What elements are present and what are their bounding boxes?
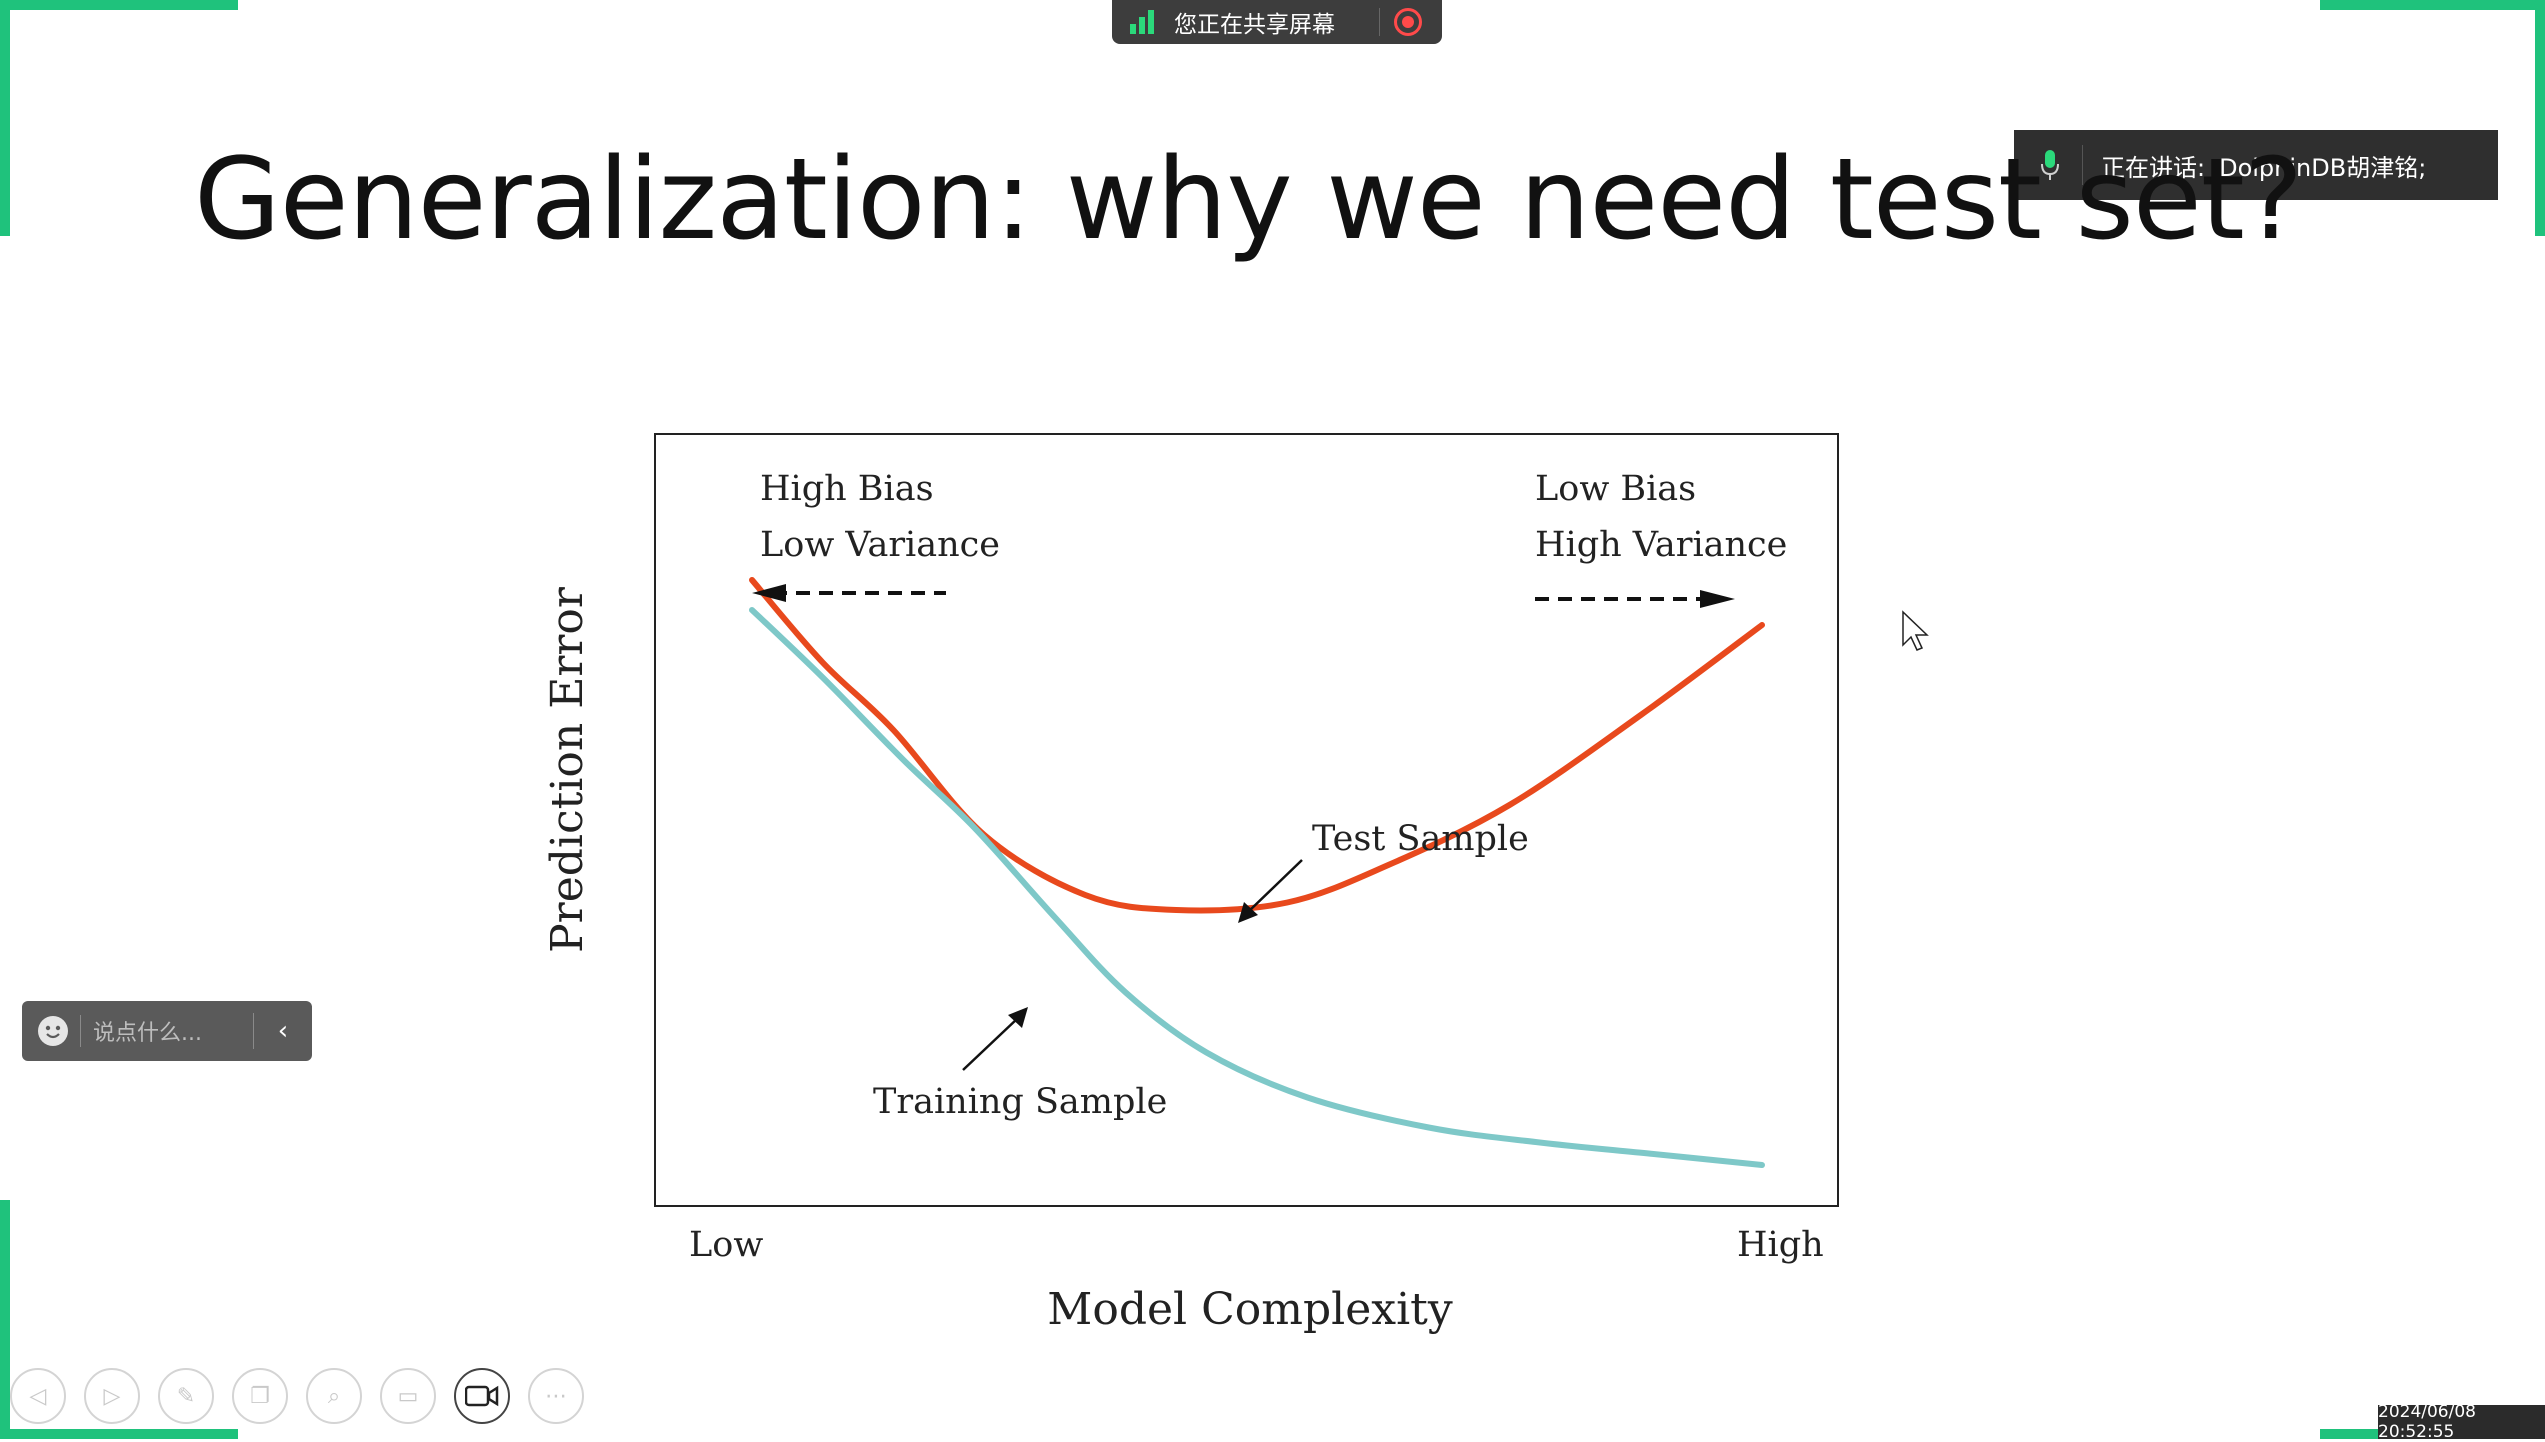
presentation-toolbar: ◁ ▷ ✎ ❐ ⌕ ▭ ⋯ xyxy=(10,1368,584,1424)
next-icon[interactable]: ▷ xyxy=(84,1368,140,1424)
test-pointer-arrow xyxy=(1247,859,1303,913)
speaking-divider xyxy=(2082,145,2083,185)
camera-icon[interactable] xyxy=(454,1368,510,1424)
right-arrowhead xyxy=(1700,590,1735,608)
corner-marker-top-left xyxy=(0,0,238,10)
more-icon[interactable]: ⋯ xyxy=(528,1368,584,1424)
left-arrowhead xyxy=(752,584,786,602)
microphone-icon xyxy=(2041,150,2059,180)
banner-divider xyxy=(1379,8,1380,36)
corner-marker-bottom-left-vertical xyxy=(0,1200,10,1439)
screen-share-banner[interactable]: 您正在共享屏幕 xyxy=(1112,0,1442,44)
share-status-text: 您正在共享屏幕 xyxy=(1174,12,1335,38)
annotation-low-variance: Low Variance xyxy=(760,525,1000,565)
corner-marker-bottom-left xyxy=(0,1429,238,1439)
corner-marker-top-right-vertical xyxy=(2535,0,2545,236)
test-sample-label: Test Sample xyxy=(1312,819,1529,859)
annotation-high-variance: High Variance xyxy=(1535,525,1787,565)
zoom-icon[interactable]: ⌕ xyxy=(306,1368,362,1424)
y-axis-label: Prediction Error xyxy=(542,586,593,953)
chat-placeholder[interactable]: 说点什么... xyxy=(93,1021,202,1046)
speaker-name: DolphinDB胡津铭; xyxy=(2219,153,2427,182)
stop-share-icon[interactable] xyxy=(1394,8,1422,36)
annotation-low-bias: Low Bias xyxy=(1535,469,1696,509)
test-pointer-head xyxy=(1238,902,1258,923)
timestamp: 2024/06/08 20:52:55 xyxy=(2378,1402,2545,1442)
slide-title: Generalization: why we need test set? xyxy=(194,135,2303,265)
x-axis-label: Model Complexity xyxy=(1047,1284,1453,1335)
training-pointer-arrow xyxy=(962,1017,1019,1071)
chart-series xyxy=(749,577,1765,1168)
emoji-icon[interactable] xyxy=(38,1016,68,1046)
prev-icon[interactable]: ◁ xyxy=(10,1368,66,1424)
corner-marker-top-right xyxy=(2320,0,2545,10)
corner-marker-top-left-vertical xyxy=(0,0,10,236)
collapse-chevron-icon[interactable]: ‹ xyxy=(277,1016,289,1046)
training-pointer-head xyxy=(1008,1007,1028,1028)
plot-frame xyxy=(654,433,1839,1207)
chat-divider xyxy=(80,1015,81,1047)
x-tick-high: High xyxy=(1737,1225,1824,1265)
x-tick-low: Low xyxy=(689,1225,763,1265)
speaking-indicator: 正在讲话: DolphinDB胡津铭; xyxy=(2014,130,2498,200)
speaking-label: 正在讲话: xyxy=(2101,153,2206,182)
annotation-high-bias: High Bias xyxy=(760,469,934,509)
pen-icon[interactable]: ✎ xyxy=(158,1368,214,1424)
copy-icon[interactable]: ❐ xyxy=(232,1368,288,1424)
chat-divider-2 xyxy=(253,1013,254,1049)
signal-icon xyxy=(1130,10,1160,34)
test-sample-curve xyxy=(749,577,1765,914)
subtitle-icon[interactable]: ▭ xyxy=(380,1368,436,1424)
chat-input-box[interactable]: 说点什么... ‹ xyxy=(22,1001,312,1061)
training-sample-label: Training Sample xyxy=(873,1082,1167,1122)
corner-marker-bottom-right xyxy=(2320,1429,2380,1439)
mouse-cursor-icon xyxy=(1902,610,1929,651)
training-sample-curve xyxy=(749,607,1765,1168)
